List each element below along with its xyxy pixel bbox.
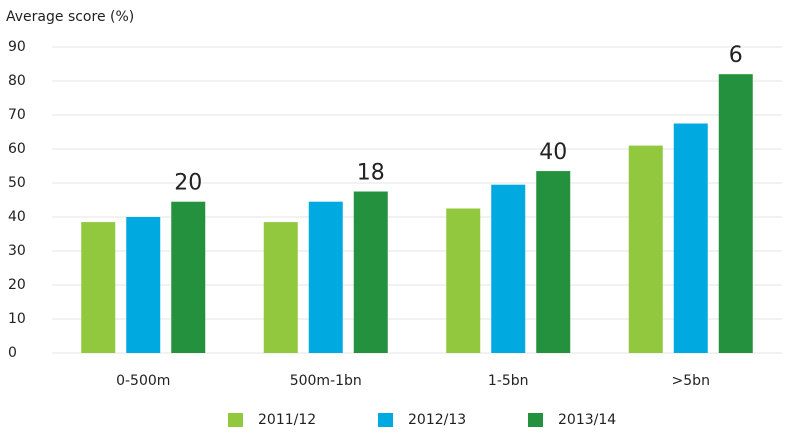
y-tick-label: 10	[8, 311, 26, 327]
y-tick-label: 60	[8, 141, 26, 157]
bar	[308, 201, 343, 353]
legend-swatch	[228, 413, 243, 427]
bar	[718, 74, 753, 353]
bar	[353, 191, 388, 353]
y-tick-label: 0	[8, 345, 17, 361]
y-axis-label: Average score (%)	[6, 9, 134, 25]
x-tick-label: 0-500m	[116, 373, 170, 389]
y-tick-label: 50	[8, 175, 26, 191]
bar	[628, 145, 663, 353]
y-tick-label: 80	[8, 73, 26, 89]
y-tick-label: 40	[8, 209, 26, 225]
bar	[126, 217, 161, 353]
legend-label: 2012/13	[408, 412, 466, 428]
bar	[81, 222, 116, 353]
y-tick-label: 30	[8, 243, 26, 259]
annotation: 6	[729, 43, 743, 68]
bar	[446, 208, 481, 353]
y-tick-label: 20	[8, 277, 26, 293]
bar	[536, 171, 571, 353]
annotation: 18	[357, 161, 385, 186]
bar	[171, 201, 206, 353]
legend-label: 2013/14	[558, 412, 616, 428]
y-tick-label: 70	[8, 107, 26, 123]
legend-swatch	[378, 413, 393, 427]
legend-label: 2011/12	[258, 412, 316, 428]
annotation: 40	[539, 140, 567, 165]
bar	[491, 184, 526, 353]
annotation: 20	[174, 171, 202, 196]
legend-swatch	[528, 413, 543, 427]
x-tick-label: >5bn	[672, 373, 710, 389]
x-tick-label: 1-5bn	[488, 373, 529, 389]
y-tick-label: 90	[8, 39, 26, 55]
x-tick-label: 500m-1bn	[290, 373, 362, 389]
bar	[263, 222, 298, 353]
bar	[673, 123, 708, 353]
